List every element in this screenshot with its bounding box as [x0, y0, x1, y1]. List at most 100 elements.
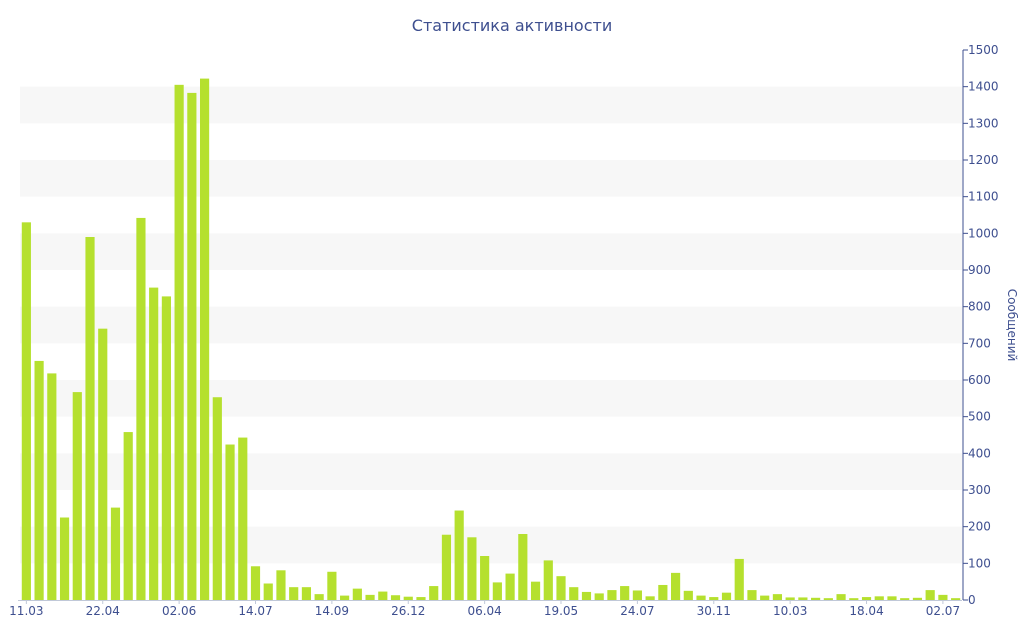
bars — [21, 78, 961, 601]
x-tick-label: 26.12 — [391, 604, 425, 618]
y-tick-label: 1200 — [968, 153, 999, 167]
bar — [772, 594, 783, 600]
y-tick-label: 500 — [968, 410, 991, 424]
y-axis-title: Сообщений — [1005, 289, 1019, 362]
bar — [212, 397, 222, 600]
bar — [594, 593, 604, 600]
bar — [823, 598, 833, 600]
bar — [912, 597, 923, 600]
bar — [518, 534, 528, 600]
bar — [416, 597, 426, 600]
bar — [365, 594, 375, 600]
bar — [390, 595, 401, 600]
y-tick-label: 300 — [968, 483, 991, 497]
bar — [441, 534, 452, 600]
bar — [85, 237, 95, 600]
bar — [811, 597, 821, 600]
y-tick-label: 1400 — [968, 80, 999, 94]
bar — [658, 584, 668, 600]
bar — [747, 590, 757, 600]
x-tick-label: 11.03 — [9, 604, 43, 618]
grid-band — [20, 380, 962, 417]
y-tick-label: 1000 — [968, 226, 999, 240]
bar — [556, 576, 566, 600]
bar — [149, 287, 159, 600]
bar — [874, 596, 884, 600]
x-tick-label: 19.05 — [544, 604, 578, 618]
bar — [72, 392, 82, 600]
bar — [110, 507, 121, 600]
bar — [620, 586, 630, 600]
bar — [798, 597, 808, 600]
x-tick-label: 06.04 — [467, 604, 501, 618]
x-tick-label: 22.04 — [86, 604, 120, 618]
y-tick-label: 900 — [968, 263, 991, 277]
bar — [480, 556, 490, 600]
y-tick-label: 200 — [968, 520, 991, 534]
y-tick-label: 600 — [968, 373, 991, 387]
bar — [951, 598, 961, 600]
bar — [403, 596, 413, 600]
bar — [543, 560, 553, 600]
bar — [938, 594, 948, 600]
bar — [327, 571, 337, 600]
bar — [785, 597, 795, 600]
bar — [187, 92, 197, 601]
y-tick-label: 1300 — [968, 116, 999, 130]
bar — [861, 597, 872, 600]
bar — [174, 84, 184, 600]
bar — [301, 587, 312, 600]
bar — [263, 583, 273, 600]
bar — [238, 437, 248, 600]
bar — [581, 591, 592, 600]
grid-band — [20, 306, 962, 344]
y-tick-label: 1100 — [968, 190, 999, 204]
bar — [98, 328, 108, 600]
bar — [696, 595, 706, 600]
bar — [849, 598, 859, 600]
bar — [467, 537, 477, 600]
bar — [645, 596, 655, 600]
bar — [200, 78, 210, 601]
bar — [378, 591, 388, 600]
bar — [925, 590, 935, 600]
bar — [632, 590, 642, 600]
bar — [429, 586, 439, 600]
bar — [734, 558, 744, 600]
x-tick-label: 02.07 — [926, 604, 960, 618]
bar — [47, 373, 57, 600]
y-tick-label: 100 — [968, 556, 991, 570]
y-tick-label: 800 — [968, 300, 991, 314]
bar — [123, 432, 133, 600]
bar — [492, 582, 502, 600]
bar — [900, 598, 910, 600]
x-tick-label: 10.03 — [773, 604, 807, 618]
bar — [276, 570, 286, 600]
y-tick-label: 400 — [968, 446, 991, 460]
bar — [289, 587, 299, 600]
x-tick-label: 14.07 — [238, 604, 272, 618]
grid-band — [20, 453, 962, 490]
x-tick-label: 30.11 — [697, 604, 731, 618]
grid-band — [20, 160, 962, 197]
bar — [314, 594, 324, 600]
bar — [21, 222, 31, 600]
bar — [59, 517, 70, 600]
x-tick-label: 24.07 — [620, 604, 654, 618]
bar — [225, 444, 235, 600]
x-tick-label: 14.09 — [315, 604, 349, 618]
bar — [721, 592, 732, 600]
bar — [836, 594, 846, 600]
grid-bands — [20, 86, 962, 564]
x-tick-label: 02.06 — [162, 604, 196, 618]
bar — [607, 590, 617, 600]
x-axis: 11.03 22.04 02.06 14.07 14.09 26.12 06.04 19.05… — [9, 600, 962, 618]
bar — [352, 588, 362, 600]
bar — [340, 595, 350, 600]
bar — [454, 510, 464, 600]
bar — [671, 572, 681, 600]
x-tick-label: 18.04 — [849, 604, 883, 618]
bar — [530, 581, 541, 600]
bar — [887, 596, 897, 600]
